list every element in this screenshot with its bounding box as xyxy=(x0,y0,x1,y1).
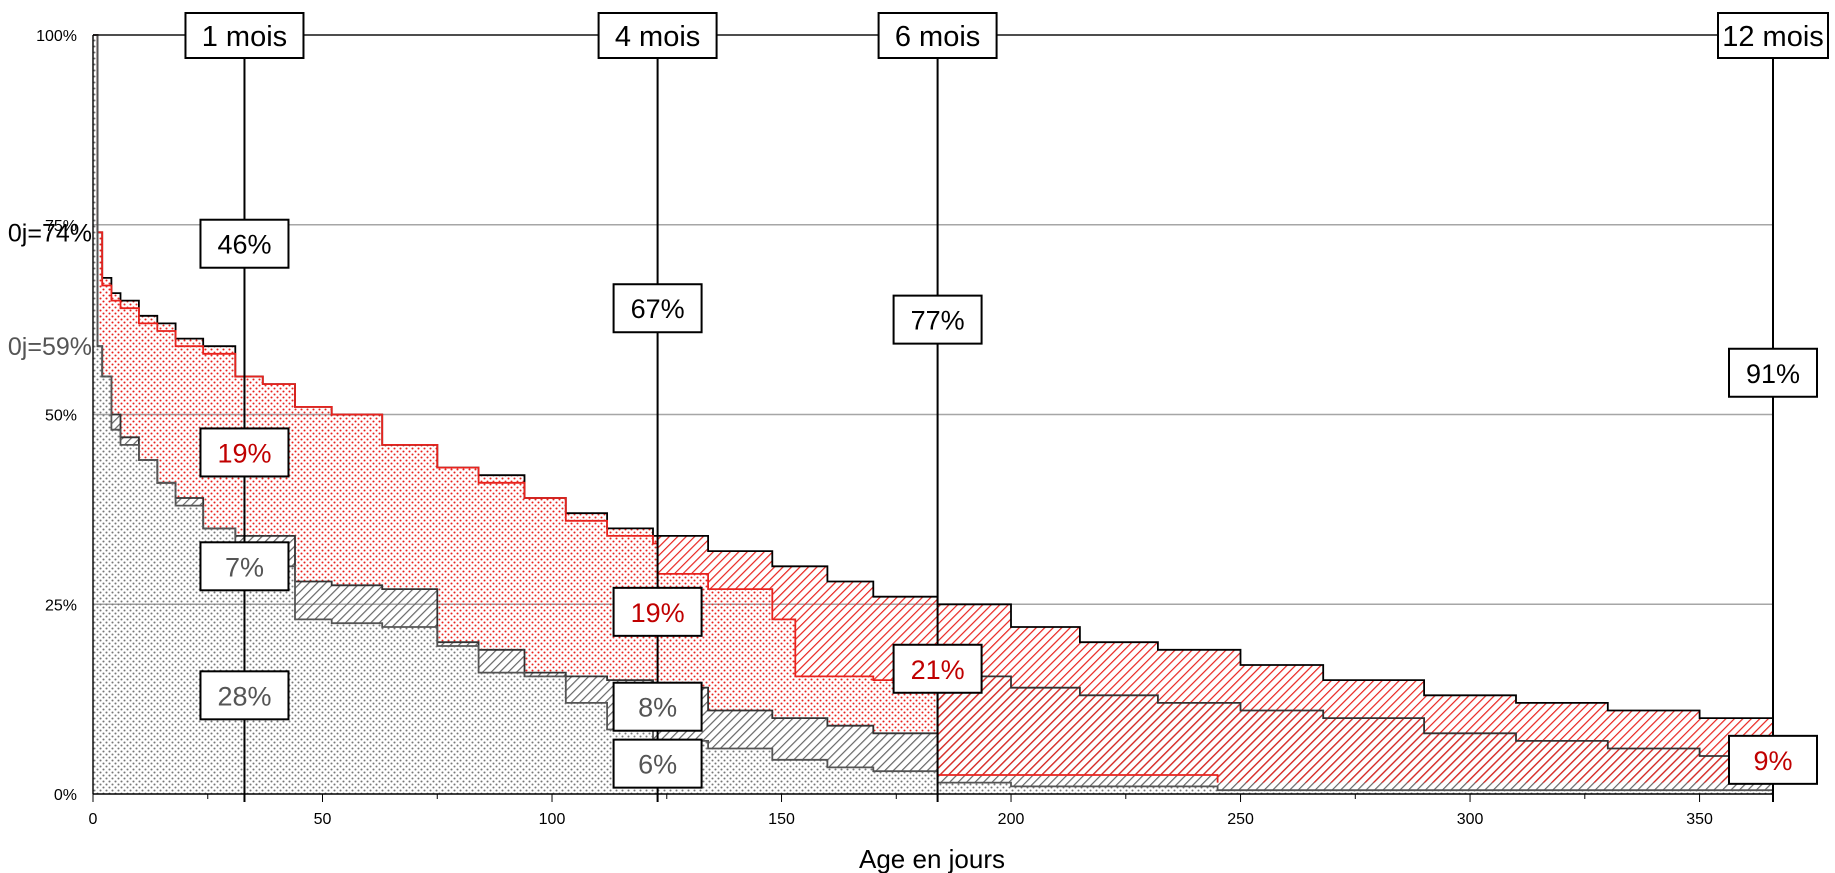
total-label: 46% xyxy=(217,230,271,260)
y-tick-label: 100% xyxy=(36,28,77,45)
x-tick-label: 100 xyxy=(539,811,566,828)
segment-box xyxy=(199,670,290,721)
segment-label: 19% xyxy=(631,598,685,628)
milestone-label: 12 mois xyxy=(1722,21,1824,53)
segment-box xyxy=(199,427,290,478)
total-box xyxy=(612,283,703,334)
start-label: 0j=74% xyxy=(8,219,92,247)
series-line-3 xyxy=(93,34,1773,792)
series-lines xyxy=(93,34,1774,792)
x-tick-label: 350 xyxy=(1686,811,1713,828)
y-tick-label: 0% xyxy=(54,787,77,804)
y-tick-label: 25% xyxy=(45,597,77,614)
segment-label: 6% xyxy=(638,750,677,780)
area-red-hatched-a xyxy=(657,535,938,775)
total-label: 67% xyxy=(631,294,685,324)
start-label: 0j=59% xyxy=(8,333,92,361)
chart-labels: 0% 25% 50% 75% 100% 0 50 100 150 200 250 300 350 1 mo… xyxy=(8,12,1829,828)
milestone-box xyxy=(184,12,305,59)
milestone-label: 6 mois xyxy=(895,21,980,53)
segment-box xyxy=(1728,734,1818,785)
x-tick-label: 200 xyxy=(998,811,1025,828)
milestone-label: 4 mois xyxy=(615,21,700,53)
x-tick-label: 150 xyxy=(768,811,795,828)
segment-label: 19% xyxy=(217,438,271,468)
area-red-dotted xyxy=(93,35,658,688)
segment-box xyxy=(612,681,703,732)
total-label: 77% xyxy=(911,306,965,336)
total-box xyxy=(199,218,290,269)
total-box xyxy=(892,294,983,345)
axes xyxy=(92,34,1774,802)
segment-label: 28% xyxy=(217,681,271,711)
total-label: 91% xyxy=(1746,359,1800,389)
milestone-box xyxy=(597,12,718,59)
milestone-box xyxy=(1717,12,1829,59)
y-tick-label: 50% xyxy=(45,408,77,425)
segment-label: 21% xyxy=(911,655,965,685)
area-red-dotted-b xyxy=(657,573,938,775)
x-axis-label: Age en jours xyxy=(859,844,1005,873)
segment-box xyxy=(892,643,983,694)
milestone-label: 1 mois xyxy=(202,21,287,53)
segment-box xyxy=(612,586,703,637)
x-tick-label: 50 xyxy=(314,811,332,828)
segment-label: 9% xyxy=(1753,746,1792,776)
x-tick-label: 250 xyxy=(1227,811,1254,828)
milestone-box xyxy=(877,12,998,59)
segment-label: 8% xyxy=(638,693,677,723)
total-box xyxy=(1728,347,1818,398)
segment-box xyxy=(612,738,703,789)
x-tick-label: 0 xyxy=(89,811,98,828)
segment-box xyxy=(199,541,290,592)
y-tick-label: 75% xyxy=(45,218,77,235)
series-line-1 xyxy=(93,34,1219,783)
area-red-hatched-b xyxy=(937,604,1773,760)
segment-label: 7% xyxy=(225,552,264,582)
x-tick-label: 300 xyxy=(1457,811,1484,828)
area-red-hatched-c xyxy=(937,676,1773,783)
